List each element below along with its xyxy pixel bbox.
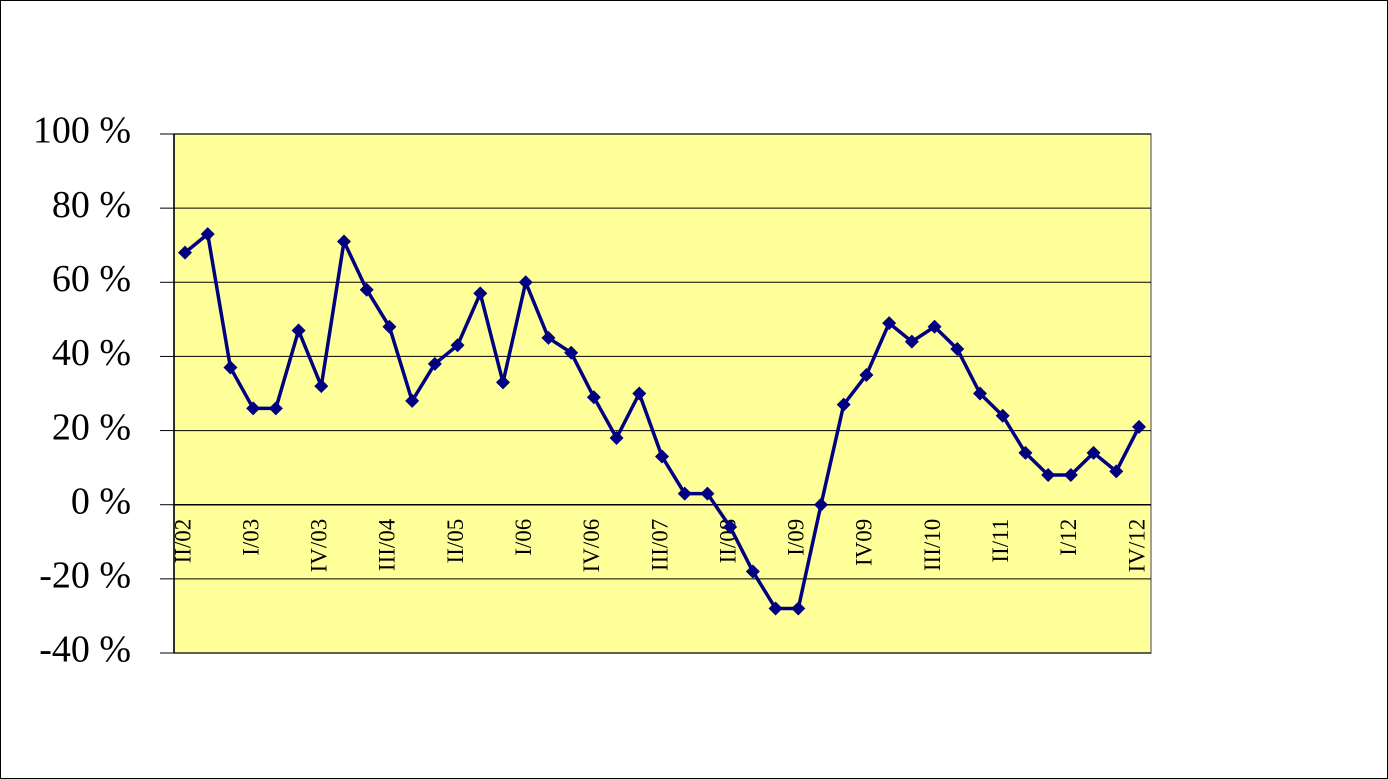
data-point <box>291 323 306 338</box>
x-tick-label: I/03 <box>238 519 263 556</box>
data-point <box>1086 445 1101 460</box>
data-point <box>405 393 420 408</box>
data-point <box>246 401 261 416</box>
data-point <box>723 519 738 534</box>
x-tick-label: IV/12 <box>1124 519 1149 573</box>
x-tick-label: I/09 <box>784 519 809 556</box>
x-tick-label: IV09 <box>852 519 877 566</box>
y-tick-label: 80 % <box>52 184 131 226</box>
x-tick-label: I/06 <box>511 519 536 556</box>
y-tick-label: 100 % <box>33 110 131 152</box>
data-point <box>745 564 760 579</box>
data-point <box>564 345 579 360</box>
data-point <box>609 430 624 445</box>
x-tick-label: II/02 <box>170 519 195 564</box>
data-point <box>677 486 692 501</box>
x-tick-label: IV/03 <box>307 519 332 573</box>
data-point <box>268 401 283 416</box>
y-tick-label: 0 % <box>71 480 131 522</box>
data-point <box>836 397 851 412</box>
x-tick-label: II/05 <box>443 519 468 564</box>
data-point <box>1018 445 1033 460</box>
y-tick-label: -40 % <box>39 629 131 671</box>
data-point <box>541 330 556 345</box>
x-tick-label: I/12 <box>1056 519 1081 556</box>
data-point <box>178 245 192 260</box>
x-tick-label: III/10 <box>920 519 945 571</box>
data-point <box>950 342 965 357</box>
y-tick-label: 60 % <box>52 258 131 300</box>
data-point <box>791 601 806 616</box>
data-point <box>427 356 442 371</box>
data-point <box>632 386 647 401</box>
y-tick-label: 40 % <box>52 332 131 374</box>
data-point <box>1109 464 1124 479</box>
data-point <box>223 360 238 375</box>
data-point <box>586 390 601 405</box>
y-tick-label: 20 % <box>52 406 131 448</box>
data-point <box>337 234 351 249</box>
data-point <box>700 486 715 501</box>
data-point <box>882 316 897 331</box>
plot-background <box>173 133 1152 654</box>
x-tick-label: III/07 <box>647 519 672 571</box>
data-point <box>518 275 533 290</box>
data-point <box>995 408 1010 423</box>
data-point <box>359 282 374 297</box>
data-point <box>655 449 669 464</box>
data-point <box>973 386 987 401</box>
data-point <box>927 319 942 334</box>
data-point <box>473 286 488 301</box>
data-point <box>814 497 828 512</box>
data-point <box>1132 419 1146 434</box>
data-point <box>382 319 397 334</box>
data-point <box>1063 468 1078 483</box>
y-tick-label: -20 % <box>39 555 131 597</box>
data-point <box>768 601 783 616</box>
data-point <box>1041 468 1056 483</box>
x-tick-label: IV/06 <box>579 519 604 573</box>
x-tick-label: II/11 <box>988 519 1013 563</box>
x-tick-label: III/04 <box>375 518 400 571</box>
data-point <box>859 367 874 382</box>
data-point <box>496 375 510 390</box>
data-point <box>450 338 465 353</box>
data-point <box>904 334 919 349</box>
data-point <box>314 379 329 394</box>
data-point <box>200 227 215 242</box>
